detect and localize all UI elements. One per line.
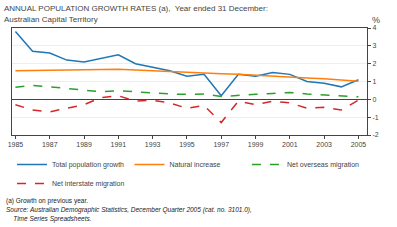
svg-text:1987: 1987 xyxy=(42,141,58,148)
svg-text:Time Series Spreadsheets.: Time Series Spreadsheets. xyxy=(6,215,92,223)
svg-text:1995: 1995 xyxy=(179,141,195,148)
svg-text:%: % xyxy=(372,15,380,25)
svg-text:1985: 1985 xyxy=(8,141,24,148)
svg-text:Net overseas migration: Net overseas migration xyxy=(287,161,359,169)
svg-text:Total population growth: Total population growth xyxy=(52,161,124,169)
svg-text:(a) Growth on previous year.: (a) Growth on previous year. xyxy=(6,197,88,205)
svg-text:2001: 2001 xyxy=(282,141,298,148)
svg-text:2005: 2005 xyxy=(351,141,367,148)
svg-text:1999: 1999 xyxy=(248,141,264,148)
svg-text:3: 3 xyxy=(372,42,376,49)
svg-text:-2: -2 xyxy=(372,131,378,138)
svg-text:4: 4 xyxy=(372,24,376,31)
svg-text:0: 0 xyxy=(372,96,376,103)
svg-text:1: 1 xyxy=(372,78,376,85)
svg-text:1991: 1991 xyxy=(111,141,127,148)
svg-text:2003: 2003 xyxy=(316,141,332,148)
svg-text:Net interstate migration: Net interstate migration xyxy=(52,180,124,188)
svg-text:Natural increase: Natural increase xyxy=(169,161,220,168)
svg-text:2: 2 xyxy=(372,60,376,67)
svg-text:-1: -1 xyxy=(372,114,378,121)
svg-text:1997: 1997 xyxy=(213,141,229,148)
svg-text:1993: 1993 xyxy=(145,141,161,148)
svg-text:1989: 1989 xyxy=(76,141,92,148)
svg-text:Source: Australian Demographic: Source: Australian Demographic Statistic… xyxy=(6,206,252,214)
svg-text:ANNUAL POPULATION GROWTH RATES: ANNUAL POPULATION GROWTH RATES (a), Year… xyxy=(4,4,268,23)
